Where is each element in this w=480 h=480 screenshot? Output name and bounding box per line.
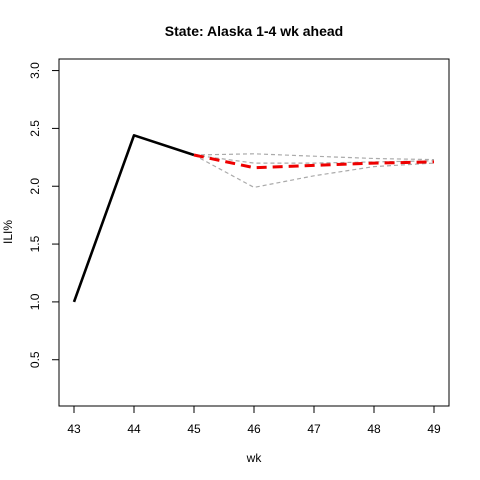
x-tick-label: 43 bbox=[67, 422, 81, 436]
x-tick-label: 45 bbox=[187, 422, 201, 436]
series-line-observed bbox=[74, 135, 194, 302]
series-line-forecast-upper bbox=[194, 154, 434, 160]
y-tick-label: 2.5 bbox=[28, 120, 42, 137]
y-tick-label: 1.5 bbox=[28, 235, 42, 252]
y-axis-label: ILI% bbox=[1, 220, 15, 244]
x-tick-label: 49 bbox=[427, 422, 441, 436]
x-axis-label: wk bbox=[246, 451, 263, 465]
chart-title: State: Alaska 1-4 wk ahead bbox=[165, 23, 343, 39]
plot-frame bbox=[59, 59, 449, 406]
x-tick-label: 46 bbox=[247, 422, 261, 436]
x-axis: 43 44 45 46 47 48 49 bbox=[67, 406, 441, 436]
series-layer bbox=[74, 135, 434, 302]
y-tick-label: 0.5 bbox=[28, 351, 42, 368]
y-tick-label: 1.0 bbox=[28, 293, 42, 310]
y-axis: 0.5 1.0 1.5 2.0 2.5 3.0 bbox=[28, 62, 59, 368]
x-tick-label: 47 bbox=[307, 422, 321, 436]
y-tick-label: 2.0 bbox=[28, 178, 42, 195]
y-tick-label: 3.0 bbox=[28, 62, 42, 79]
x-tick-label: 48 bbox=[367, 422, 381, 436]
x-tick-label: 44 bbox=[127, 422, 141, 436]
